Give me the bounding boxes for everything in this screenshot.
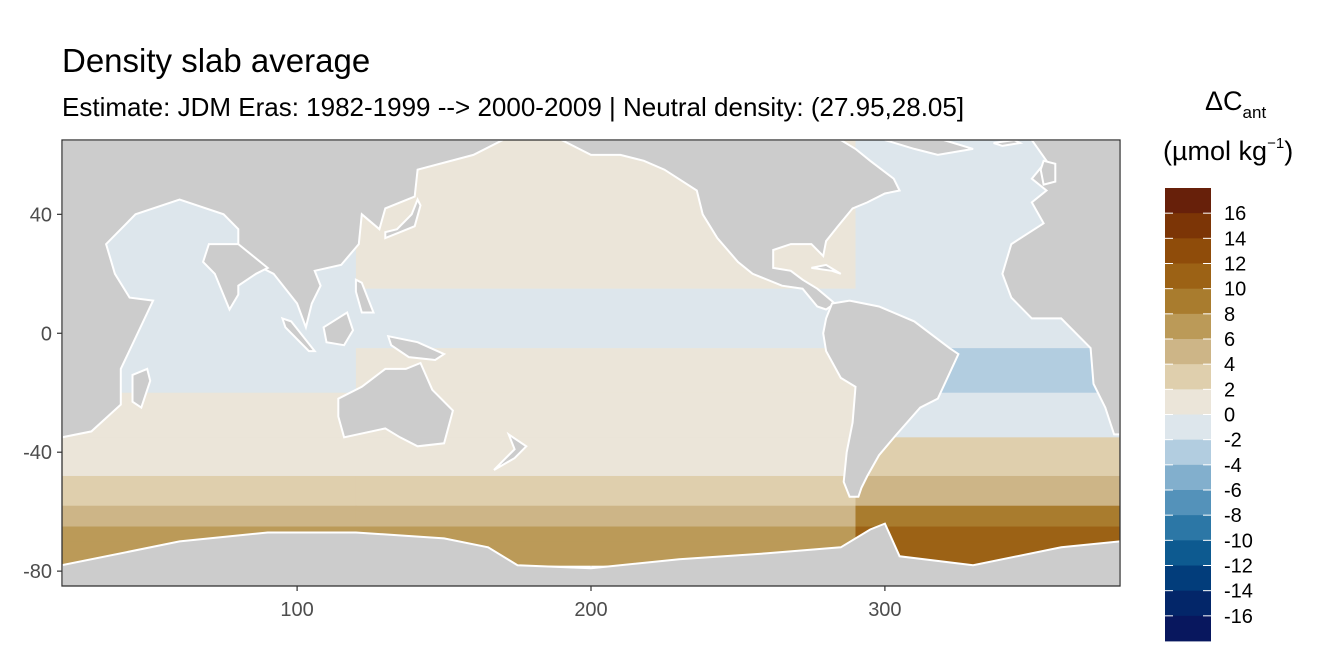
legend-label: 2 [1224,379,1235,401]
land-philippines [354,278,375,314]
land-europe-africa-west [1001,140,1120,436]
land-africa-east [62,140,504,439]
land-new-guinea [386,334,447,362]
land-new-zealand [493,431,528,471]
legend-label: 10 [1224,279,1246,301]
ocean-band-pacific [355,475,856,507]
legend-label: 8 [1224,304,1235,326]
legend-label: -2 [1224,430,1242,452]
legend-swatch [1165,414,1211,441]
ocean-band-indian [62,505,357,528]
legend-swatch [1165,389,1211,415]
legend-swatch [1165,590,1211,617]
ocean-band-atlantic [855,475,1120,507]
legend-unit-prefix: (µmol kg [1163,136,1268,166]
chart-title: Density slab average [62,42,371,79]
ocean-band-atlantic [855,505,1120,528]
legend-unit-suffix: ) [1284,136,1294,166]
land-antarctica [62,522,1120,586]
legend-swatch [1165,464,1211,491]
legend-label: -8 [1224,505,1242,527]
ocean-band-pacific [355,288,856,349]
land-north-america [561,140,902,311]
y-tick-label: 0 [41,323,52,345]
legend-label: 16 [1224,203,1246,225]
legend-swatch [1165,213,1211,239]
legend-label: -10 [1224,530,1253,552]
land-borneo [322,310,355,347]
legend-swatch [1165,540,1211,566]
land-layer [62,140,1120,586]
land-iceland [993,140,1024,147]
x-tick-label: 300 [868,599,901,621]
legend-swatch [1165,288,1211,315]
land-japan [384,197,422,240]
legend-label: -4 [1224,455,1242,477]
land-greenland [884,140,974,156]
ocean-band-pacific [355,526,856,542]
legend-label: -16 [1224,606,1253,628]
ocean-band-atlantic [855,526,1120,542]
x-tick-label: 200 [574,599,607,621]
land-uk [1039,159,1057,186]
legend-swatch [1165,439,1211,466]
legend-label: -14 [1224,581,1253,603]
legend-swatch [1165,364,1211,390]
legend-swatch [1165,313,1211,340]
y-tick-label: -40 [23,442,52,464]
ocean-band-atlantic [855,437,1120,477]
x-tick-label: 100 [280,599,313,621]
y-tick-label: 40 [30,204,52,226]
legend-unit-superscript: −1 [1267,135,1285,152]
land-madagascar [131,367,152,410]
legend-swatch [1165,490,1211,516]
legend-label: 6 [1224,329,1235,351]
legend-label: -12 [1224,556,1253,578]
legend-label: 0 [1224,405,1235,427]
land-australia [337,361,455,448]
legend-label: -6 [1224,480,1242,502]
ocean-band-pacific [355,505,856,528]
ocean-band-indian [62,475,357,507]
chart-subtitle: Estimate: JDM Eras: 1982-1999 --> 2000-2… [62,92,965,122]
legend-swatch [1165,188,1211,214]
land-india-sub [201,243,270,312]
legend-label: 4 [1224,354,1235,376]
legend-colorbar: 16 14 12 10 8 6 4 2 0 -2 -4 -6 -8 -10 -12 -14 -16 [1165,188,1253,642]
legend-label: 14 [1224,228,1246,250]
legend-swatch [1165,263,1211,290]
legend-swatch [1165,515,1211,541]
legend-title: ΔCant [1205,86,1266,122]
legend-swatch [1165,565,1211,592]
legend-label: 12 [1224,254,1246,276]
legend-swatch [1165,339,1211,365]
y-tick-label: -80 [23,561,52,583]
land-cuba [811,263,842,275]
legend-swatch [1165,238,1211,264]
legend-title-main: ΔC [1205,86,1243,116]
legend-swatch [1165,615,1211,642]
land-sumatra [280,316,317,353]
legend-unit: (µmol kg−1) [1163,135,1294,167]
legend-title-subscript: ant [1242,103,1267,122]
ocean-band-indian [62,437,357,477]
land-south-america [822,299,960,498]
